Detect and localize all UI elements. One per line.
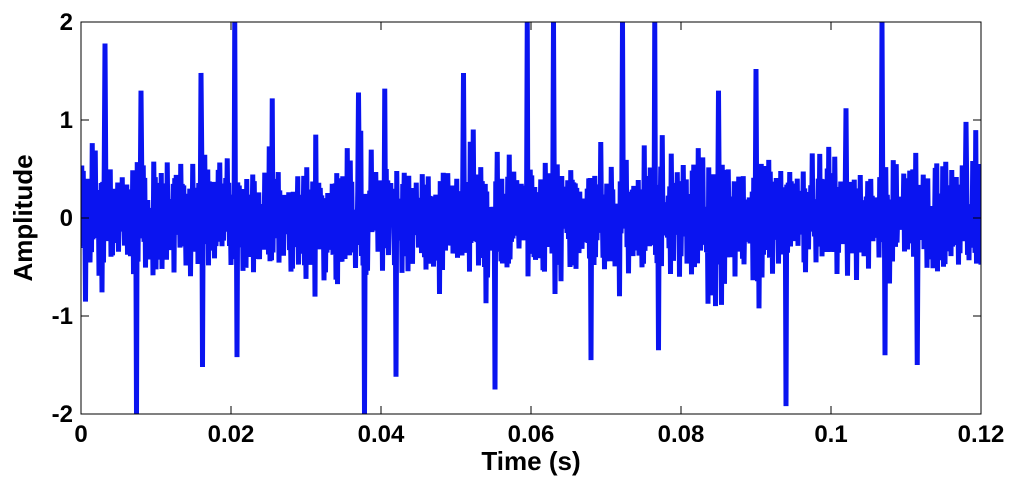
y-tick-label: 1 bbox=[60, 107, 73, 134]
x-tick-label: 0 bbox=[74, 421, 87, 448]
y-tick-label: 2 bbox=[60, 9, 73, 36]
signal-line bbox=[81, 22, 981, 414]
x-tick-label: 0.12 bbox=[958, 421, 1005, 448]
y-axis-label: Amplitude bbox=[8, 154, 38, 281]
y-tick-label: 0 bbox=[60, 205, 73, 232]
x-tick-label: 0.06 bbox=[508, 421, 555, 448]
x-tick-label: 0.08 bbox=[658, 421, 705, 448]
x-axis-label: Time (s) bbox=[481, 446, 580, 476]
y-tick-label: -2 bbox=[52, 401, 73, 428]
signal-layer bbox=[81, 22, 981, 414]
y-tick-label: -1 bbox=[52, 303, 73, 330]
x-tick-label: 0.1 bbox=[814, 421, 847, 448]
tick-layer: 0 0.02 0.04 0.06 0.08 0.1 0.12 -2 -1 0 1 2 bbox=[52, 9, 1005, 448]
x-tick-label: 0.02 bbox=[208, 421, 255, 448]
x-tick-label: 0.04 bbox=[358, 421, 405, 448]
